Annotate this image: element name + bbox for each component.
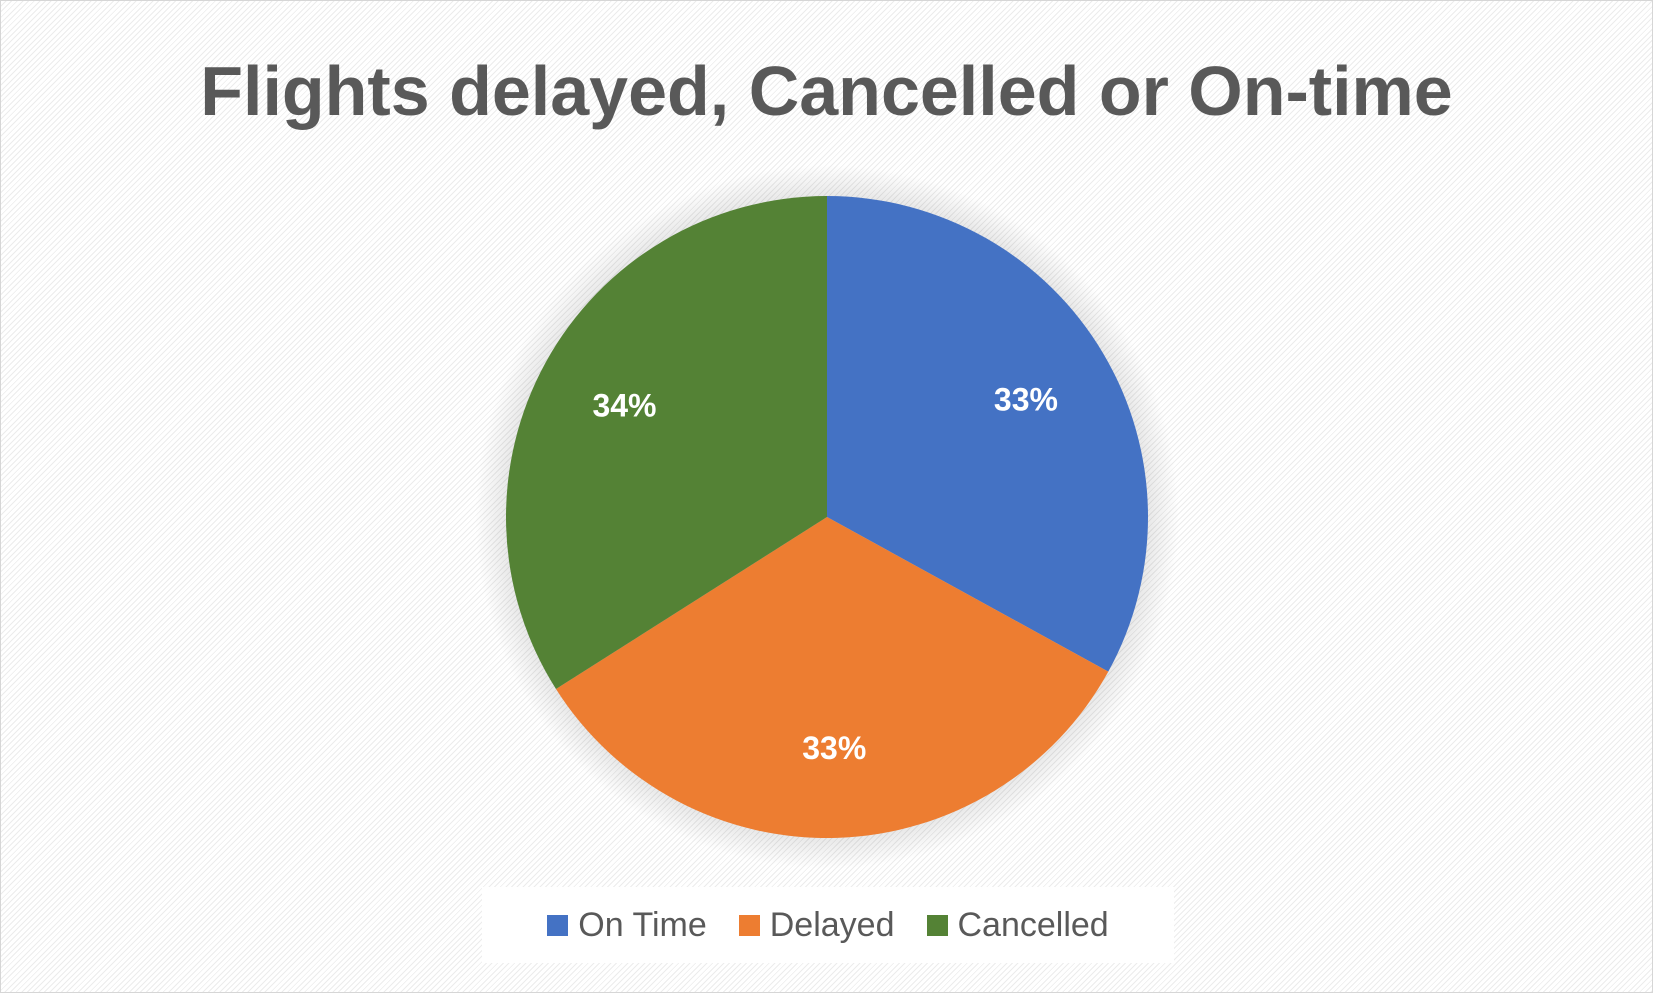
legend-item-cancelled: Cancelled <box>926 905 1109 945</box>
legend-swatch-cancelled <box>926 914 948 936</box>
data-label-delayed: 33% <box>802 730 866 766</box>
chart-title: Flights delayed, Cancelled or On-time <box>200 52 1453 130</box>
pie-data-labels: 33% 33% 34% <box>592 381 1058 766</box>
pie-slices <box>506 196 1148 838</box>
legend-item-on-time: On Time <box>547 905 707 945</box>
legend-swatch-on-time <box>547 914 569 936</box>
pie-slice-on-time <box>827 196 1148 672</box>
data-label-on-time: 33% <box>994 381 1058 417</box>
legend: On Time Delayed Cancelled <box>482 887 1174 963</box>
pie-slice-cancelled <box>506 196 827 690</box>
legend-label-cancelled: Cancelled <box>957 905 1109 944</box>
pie-slice-delayed <box>555 517 1109 838</box>
data-label-cancelled: 34% <box>592 388 656 424</box>
legend-label-delayed: Delayed <box>769 905 895 944</box>
legend-swatch-delayed <box>738 914 760 936</box>
legend-item-delayed: Delayed <box>738 905 895 945</box>
legend-label-on-time: On Time <box>578 905 707 944</box>
